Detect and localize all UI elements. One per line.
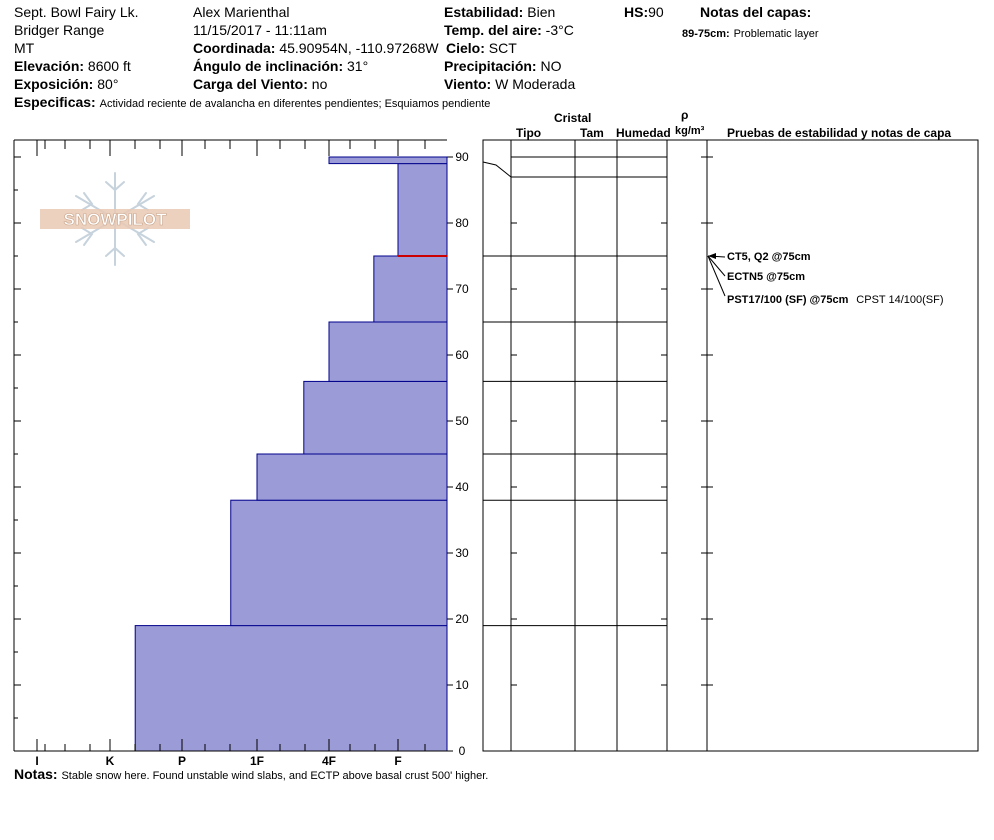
depth-tick-label: 60 bbox=[455, 348, 469, 362]
hardness-tick-label: K bbox=[106, 754, 115, 768]
wind-load-field: Carga del Viento: no bbox=[193, 76, 328, 92]
range-name: Bridger Range bbox=[14, 22, 105, 38]
test-pointer-line bbox=[707, 255, 726, 297]
tipo-header: Tipo bbox=[516, 126, 542, 140]
precip-field: Precipitación: NO bbox=[444, 58, 562, 74]
depth-tick-label: 0 bbox=[459, 744, 466, 758]
depth-tick-label: 20 bbox=[455, 612, 469, 626]
test-ect: ECTN5 @75cm bbox=[727, 271, 805, 283]
logo-text: SNOWPILOT bbox=[64, 210, 168, 229]
humedad-header: Humedad bbox=[616, 126, 671, 140]
tam-header: Tam bbox=[580, 126, 604, 140]
hardness-tick-label: 4F bbox=[322, 754, 336, 768]
cristal-header: Cristal bbox=[554, 111, 592, 125]
depth-tick-label: 40 bbox=[455, 480, 469, 494]
test-pst: PST17/100 (SF) @75cm CPST 14/100(SF) bbox=[727, 294, 944, 306]
depth-tick-label: 30 bbox=[455, 546, 469, 560]
slope-angle-field: Ángulo de inclinación: 31° bbox=[193, 58, 369, 74]
table-border bbox=[482, 139, 979, 752]
observer-name: Alex Marienthal bbox=[193, 4, 290, 20]
hardness-tick-label: P bbox=[178, 754, 186, 768]
test-ct: CT5, Q2 @75cm bbox=[727, 251, 811, 263]
wind-field: Viento: W Moderada bbox=[444, 76, 576, 92]
notes-field: Notas: Stable snow here. Found unstable … bbox=[14, 766, 489, 782]
air-temp-field: Temp. del aire: -3°C bbox=[444, 22, 574, 38]
state-name: MT bbox=[14, 40, 35, 56]
depth-tick-label: 90 bbox=[455, 150, 469, 164]
layer-note: 89-75cm: Problematic layer bbox=[682, 28, 819, 40]
hardness-tick-label: F bbox=[394, 754, 401, 768]
hardness-layer bbox=[256, 453, 448, 501]
hs-field: HS:90 bbox=[624, 4, 664, 20]
depth-tick-label: 10 bbox=[455, 678, 469, 692]
observation-datetime: 11/15/2017 - 11:11am bbox=[193, 22, 327, 38]
hardness-layer bbox=[230, 499, 448, 627]
stability-field: Estabilidad: Bien bbox=[444, 4, 556, 20]
hardness-tick-label: 1F bbox=[250, 754, 264, 768]
tests-header: Pruebas de estabilidad y notas de capa bbox=[727, 126, 952, 140]
hardness-layer bbox=[328, 156, 448, 165]
hardness-layer bbox=[397, 163, 448, 257]
elevation-field: Elevación: 8600 ft bbox=[14, 58, 131, 74]
hardness-tick-label: I bbox=[35, 754, 38, 768]
hardness-layer bbox=[134, 625, 448, 752]
density-unit: kg/m³ bbox=[675, 125, 705, 137]
specifics-field: Especificas: Actividad reciente de avala… bbox=[14, 94, 491, 110]
depth-tick-label: 50 bbox=[455, 414, 469, 428]
location-name: Sept. Bowl Fairy Lk. bbox=[14, 4, 139, 20]
depth-tick-label: 80 bbox=[455, 216, 469, 230]
logo-banner bbox=[40, 209, 190, 229]
test-pointer-arrow bbox=[708, 253, 716, 259]
sky-field: Cielo: SCT bbox=[444, 40, 517, 56]
hardness-layer bbox=[373, 255, 448, 323]
coordinate-field: Coordinada: 45.90954N, -110.97268W bbox=[193, 40, 439, 56]
layer-notes-title: Notas del capas: bbox=[700, 4, 812, 20]
test-pointer-line bbox=[707, 255, 726, 277]
aspect-field: Exposición: 80° bbox=[14, 76, 119, 92]
hardness-layer bbox=[303, 380, 448, 455]
snowpilot-logo: SNOWPILOT bbox=[40, 172, 190, 266]
layer-connector-top bbox=[482, 161, 512, 178]
density-symbol: ρ bbox=[681, 108, 689, 122]
depth-tick-label: 70 bbox=[455, 282, 469, 296]
hardness-layer bbox=[328, 321, 448, 382]
